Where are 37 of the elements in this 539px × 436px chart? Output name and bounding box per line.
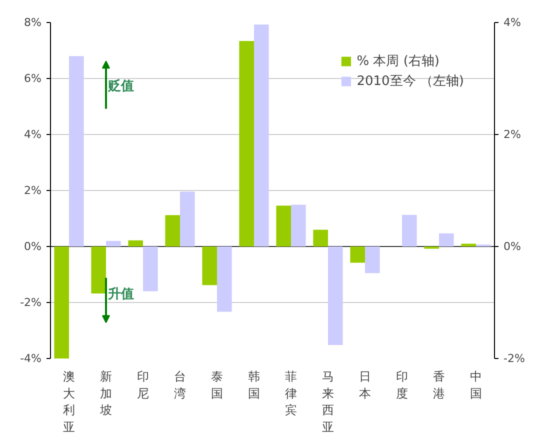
bar: [91, 246, 106, 294]
x-tick-label: 香港: [433, 370, 445, 400]
x-tick-label: 菲律宾: [285, 370, 297, 418]
x-tick-label: 台湾: [174, 370, 186, 400]
bar: [143, 246, 158, 292]
x-tick-label: 印度: [396, 370, 408, 400]
y2-tick-label: -2%: [504, 352, 525, 365]
y-tick-label: -2%: [20, 296, 42, 309]
y2-tick-label: 4%: [504, 16, 521, 29]
bar: [69, 56, 84, 246]
y2-tick-label: 0%: [504, 240, 521, 253]
bar: [106, 240, 121, 246]
bar: [128, 240, 143, 246]
y-tick-label: 0%: [24, 240, 42, 253]
annotation: 贬值: [107, 78, 134, 94]
x-tick-label: 澳大利亚: [63, 370, 75, 434]
bar: [54, 246, 69, 358]
y2-tick-label: 2%: [504, 128, 521, 141]
x-tick-label: 新加坡: [99, 370, 112, 418]
x-tick-label: 韩国: [248, 370, 260, 400]
x-tick-label: 印尼: [137, 370, 149, 400]
bar: [439, 233, 454, 246]
bar: [313, 230, 328, 246]
x-tick-label: 日本: [359, 370, 371, 400]
x-tick-label: 泰国: [211, 370, 223, 400]
annotation: 升值: [107, 286, 134, 302]
y-tick-label: 2%: [24, 184, 42, 197]
legend-label: 2010至今 （左轴): [356, 73, 464, 90]
bar: [402, 214, 417, 246]
y-tick-label: 8%: [24, 16, 42, 29]
bar: [328, 246, 343, 346]
x-tick-label: 马来西亚: [322, 370, 334, 434]
x-tick-label: 中国: [470, 370, 482, 400]
y-tick-label: 6%: [24, 72, 42, 85]
y-tick-label: 4%: [24, 128, 42, 141]
legend-label: % 本周 (右轴): [356, 53, 440, 70]
y-tick-label: -4%: [20, 352, 42, 365]
